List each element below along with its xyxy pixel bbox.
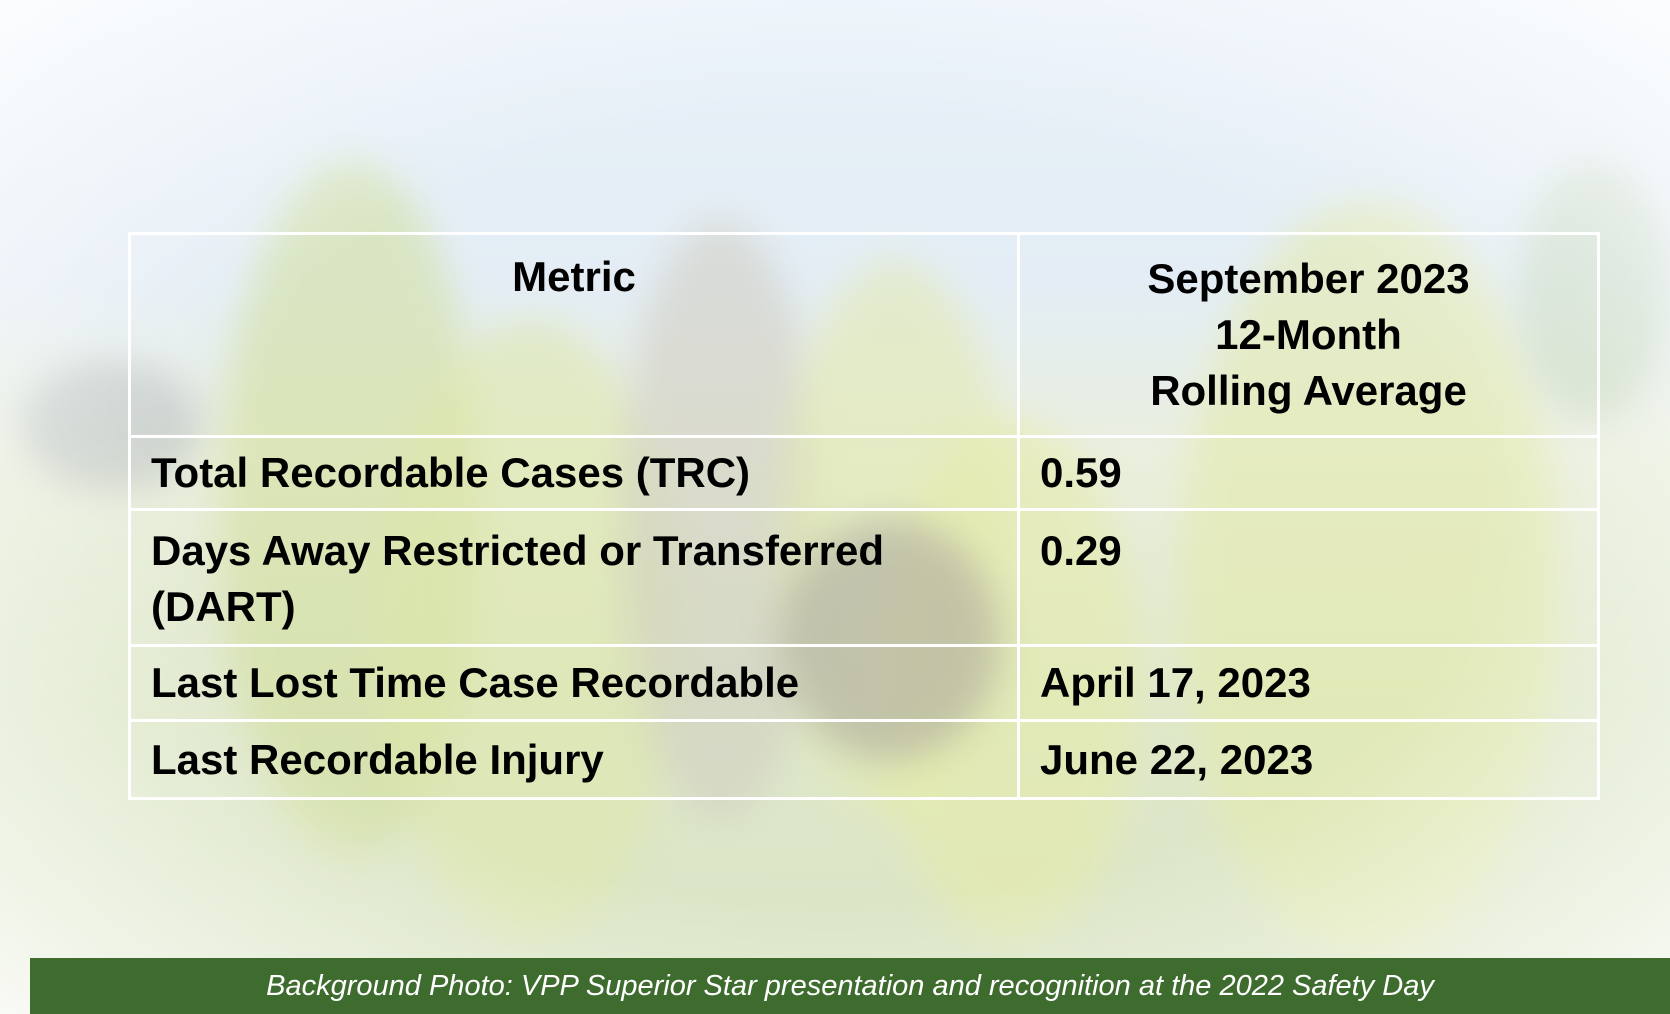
header-line: Rolling Average (1040, 363, 1577, 419)
metric-cell: Last Lost Time Case Recordable (130, 646, 1019, 721)
row: Days Away Restricted or Transferred (DAR… (130, 510, 1599, 646)
value-cell: 0.29 (1019, 510, 1599, 646)
metric-cell: Last Recordable Injury (130, 721, 1019, 799)
row: Total Recordable Cases (TRC) 0.59 (130, 437, 1599, 510)
metric-cell: Days Away Restricted or Transferred (DAR… (130, 510, 1019, 646)
value-cell: April 17, 2023 (1019, 646, 1599, 721)
value-cell: June 22, 2023 (1019, 721, 1599, 799)
photo-caption: Background Photo: VPP Superior Star pres… (30, 958, 1670, 1014)
row: Last Recordable Injury June 22, 2023 (130, 721, 1599, 799)
header-line: 12-Month (1040, 307, 1577, 363)
row: Last Lost Time Case Recordable April 17,… (130, 646, 1599, 721)
metric-cell: Total Recordable Cases (TRC) (130, 437, 1019, 510)
page: Safety Metrics {"table": { "header": {"m… (0, 0, 1670, 1014)
header-row: Metric September 2023 12-Month Rolling A… (130, 234, 1599, 437)
metrics-table: Metric September 2023 12-Month Rolling A… (128, 232, 1600, 800)
value-cell: 0.59 (1019, 437, 1599, 510)
slide: Metric September 2023 12-Month Rolling A… (0, 0, 1670, 1014)
header-line: September 2023 (1040, 251, 1577, 307)
header-cell: Metric (130, 234, 1019, 437)
header-cell: September 2023 12-Month Rolling Average (1019, 234, 1599, 437)
